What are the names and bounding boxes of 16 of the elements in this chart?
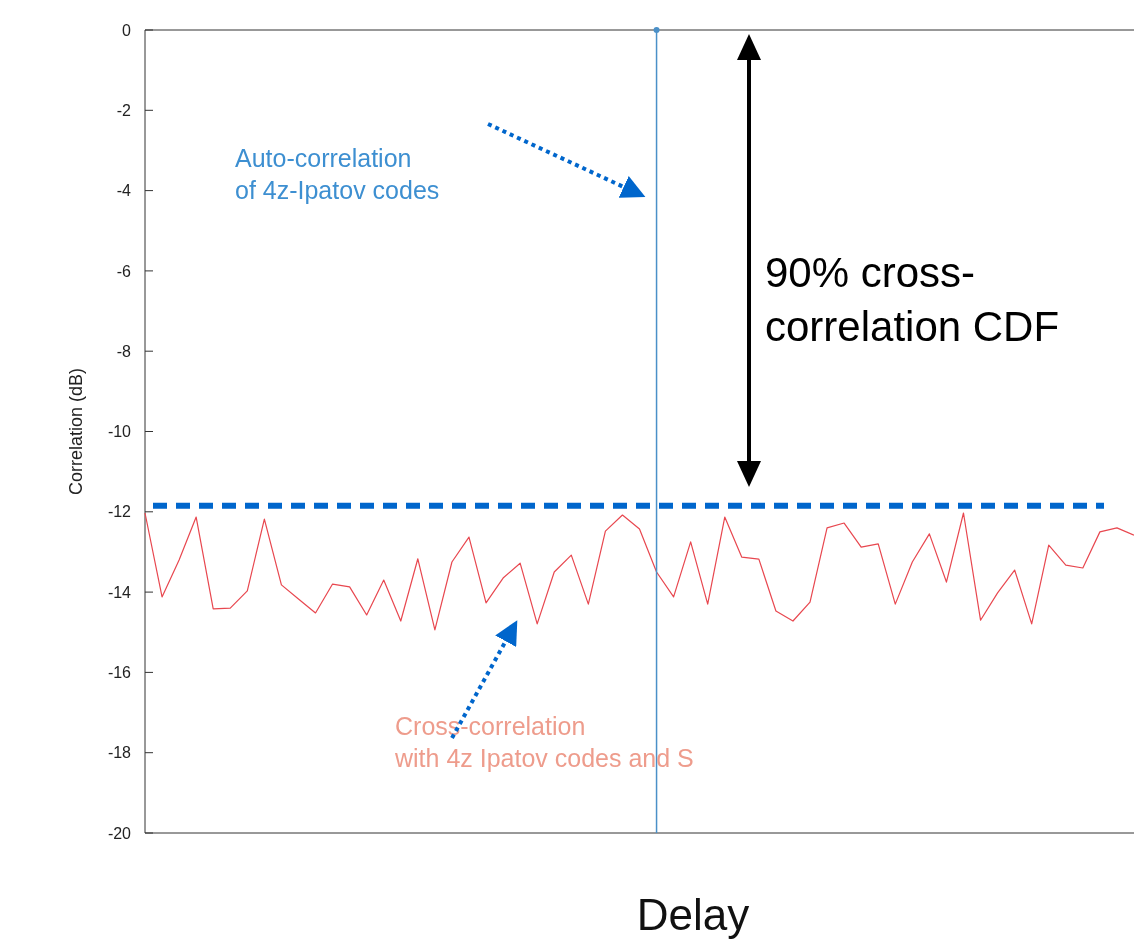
x-axis-title: Delay	[636, 890, 750, 939]
y-tick-label: -10	[107, 423, 132, 441]
y-tick-label: -2	[116, 101, 132, 119]
y-tick-label: 0	[122, 21, 132, 39]
y-tick-label: -6	[116, 262, 132, 280]
y-tick-label: -12	[107, 503, 132, 521]
line-series	[144, 512, 1134, 631]
y-tick-label: -14	[107, 583, 132, 601]
annotation: 90% cross- correlation CDF	[765, 249, 1060, 350]
y-tick-label: -18	[107, 744, 132, 762]
y-tick-label: -8	[116, 342, 132, 360]
y-tick-label: -4	[116, 182, 132, 200]
y-axis-title: Correlation (dB)	[66, 367, 86, 496]
y-tick-label: -20	[107, 824, 132, 842]
y-tick-label: -16	[107, 664, 132, 681]
annotation: Auto-correlation of 4z-Ipatov codes	[235, 144, 440, 204]
